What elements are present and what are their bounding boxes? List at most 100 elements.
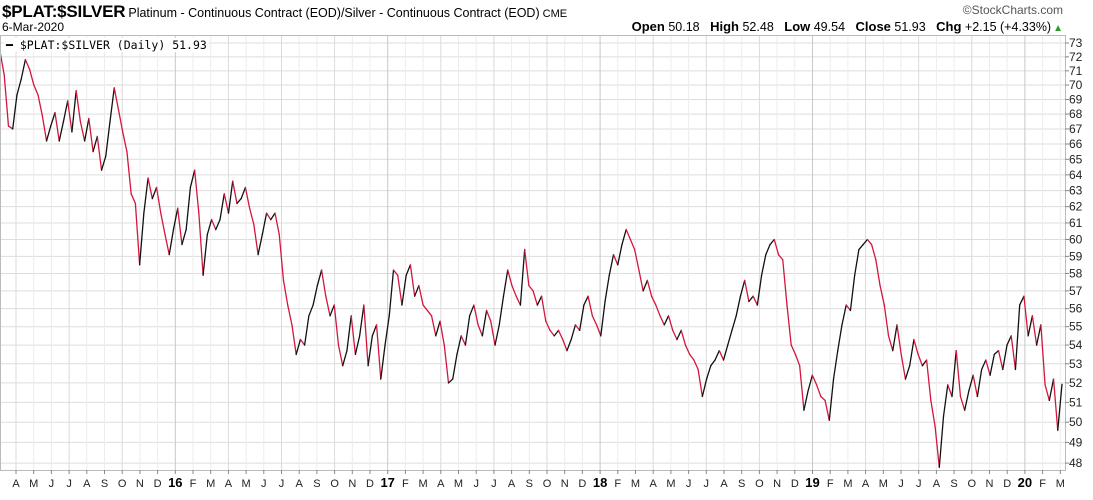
price-segment — [638, 269, 644, 292]
price-segment — [358, 304, 365, 337]
price-segment — [274, 212, 280, 236]
y-tick-label: 69 — [1069, 92, 1083, 106]
price-segment — [367, 335, 373, 367]
price-segment — [481, 309, 488, 337]
price-segment — [392, 269, 399, 276]
price-segment — [418, 284, 424, 306]
price-segment — [96, 135, 103, 171]
price-segment — [468, 304, 475, 317]
price-segment — [100, 155, 107, 171]
price-segment — [113, 87, 120, 111]
price-segment — [659, 315, 665, 326]
y-tick-label: 53 — [1069, 357, 1083, 371]
price-segment — [997, 350, 1004, 371]
price-segment — [371, 324, 378, 337]
price-segment — [528, 284, 534, 292]
x-tick-label: F — [1039, 478, 1046, 490]
x-tick-label: M — [419, 478, 428, 490]
high-value: 52.48 — [742, 20, 774, 34]
price-segment — [92, 135, 98, 153]
price-segment — [16, 78, 22, 96]
price-segment — [1006, 335, 1012, 346]
y-tick-label: 57 — [1069, 284, 1083, 298]
price-segment — [650, 295, 657, 306]
price-segment — [714, 350, 720, 361]
x-tick-label: A — [12, 478, 20, 490]
x-tick-label: A — [83, 478, 91, 490]
price-segment — [405, 264, 412, 276]
price-segment — [972, 374, 979, 398]
x-tick-label: O — [543, 478, 552, 490]
price-segment — [976, 368, 983, 398]
price-segment — [1019, 295, 1025, 306]
x-tick-label: D — [578, 478, 586, 490]
price-segment — [815, 384, 822, 398]
price-segment — [380, 344, 386, 380]
price-segment — [202, 233, 208, 276]
price-segment — [299, 338, 306, 346]
low-label: Low — [784, 19, 811, 34]
price-segment — [494, 324, 500, 346]
price-segment — [257, 233, 263, 256]
price-segment — [1052, 378, 1059, 431]
x-tick-label: F — [402, 478, 409, 490]
y-tick-label: 72 — [1069, 50, 1083, 64]
price-segment — [456, 335, 462, 356]
price-segment — [452, 353, 458, 380]
price-segment — [409, 264, 416, 297]
price-segment — [278, 233, 285, 282]
x-tick-label: O — [968, 478, 977, 490]
ohlc-summary: Open 50.18 High 52.48 Low 49.54 Close 51… — [625, 19, 1063, 34]
price-segment — [50, 111, 56, 127]
price-segment — [215, 219, 221, 231]
x-tick-label: J — [473, 478, 479, 490]
price-segment — [579, 304, 585, 331]
price-segment — [473, 304, 479, 326]
price-segment — [705, 365, 712, 380]
price-segment — [312, 284, 318, 306]
x-tick-label: A — [296, 478, 304, 490]
price-segment — [79, 120, 86, 142]
price-segment — [511, 284, 517, 297]
x-tick-label: J — [279, 478, 285, 490]
price-segment — [502, 269, 509, 297]
price-segment — [663, 315, 670, 326]
price-segment — [854, 248, 860, 276]
price-segment — [138, 212, 145, 266]
price-segment — [727, 329, 733, 346]
price-segment — [951, 350, 957, 398]
price-segment — [41, 114, 48, 142]
price-segment — [303, 315, 310, 346]
price-segment — [240, 186, 247, 200]
price-segment — [989, 353, 995, 376]
price-segment — [45, 125, 52, 142]
price-segment — [811, 374, 818, 386]
price-segment — [608, 254, 615, 276]
x-tick-label: M — [666, 478, 675, 490]
price-segment — [422, 304, 428, 312]
price-segment — [117, 109, 124, 133]
price-segment — [832, 350, 839, 380]
price-segment — [574, 324, 581, 331]
price-segment — [122, 131, 128, 153]
price-segment — [980, 359, 987, 371]
price-segment — [909, 338, 915, 367]
x-tick-label: M — [631, 478, 640, 490]
x-tick-label: D — [154, 478, 162, 490]
x-tick-label: 19 — [805, 475, 819, 490]
exchange: CME — [542, 8, 568, 20]
price-segment — [498, 295, 505, 326]
price-segment — [1002, 344, 1008, 371]
price-segment — [426, 309, 433, 317]
x-tick-label: 17 — [380, 475, 394, 490]
price-segment — [722, 344, 729, 361]
price-segment — [587, 295, 594, 317]
price-segment — [223, 193, 230, 214]
y-tick-label: 55 — [1069, 320, 1083, 334]
x-tick-label: M — [242, 478, 251, 490]
x-tick-label: N — [348, 478, 356, 490]
price-segment — [401, 274, 407, 306]
price-segment — [1057, 383, 1063, 431]
y-tick-label: 56 — [1069, 302, 1083, 316]
price-segment — [849, 274, 856, 312]
